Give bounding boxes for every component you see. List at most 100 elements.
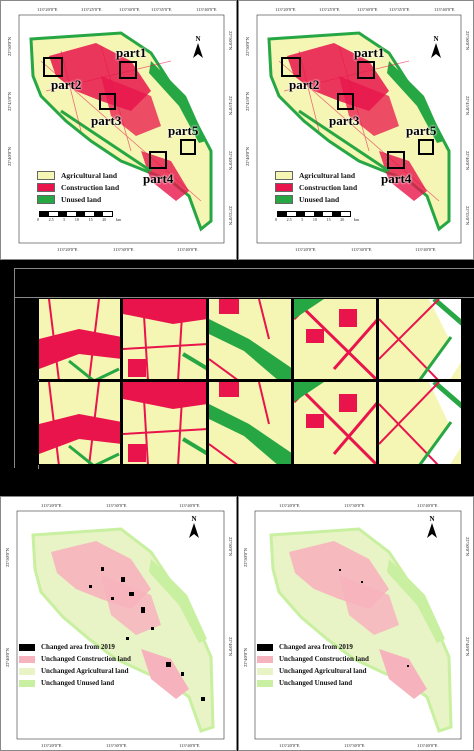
part4-label: part4: [381, 171, 412, 186]
bottom-coord-1: 113°20'0"E: [279, 743, 300, 748]
classification-map-left: 113°20'0"E 113°25'0"E 113°30'0"E 113°35'…: [0, 0, 237, 260]
scale-labels: 0 2.5 5 10 15 20 km: [37, 217, 121, 222]
top-coord-4: 113°35'0"E: [151, 7, 172, 12]
left-coord-3: 22°40'0"N: [245, 147, 250, 166]
unchanged-agricultural-swatch: [19, 667, 35, 675]
left-coord-2: 22°45'0"N: [7, 92, 12, 111]
legend-item-changed: Changed area from 2019: [257, 643, 369, 651]
part1-label: part1: [116, 45, 147, 60]
bottom-coord-3: 113°40'0"E: [417, 743, 438, 748]
map-canvas: [16, 510, 225, 740]
scale-bar: [277, 211, 351, 217]
part2-box: [43, 57, 63, 77]
top-coord-1: 113°20'0"E: [41, 503, 62, 508]
top-coord-5: 113°40'0"E: [196, 7, 217, 12]
change-legend: Changed area from 2019 Unchanged Constru…: [19, 643, 131, 691]
legend-label: Changed area from 2019: [41, 643, 115, 651]
agricultural-swatch: [37, 171, 55, 180]
legend-item-unchanged-construction: Unchanged Construction land: [257, 655, 369, 663]
top-coord-3: 113°40'0"E: [417, 503, 438, 508]
right-coord-2: 22°45'0"N: [228, 96, 233, 115]
legend-label: Unchanged Agricultural land: [41, 667, 129, 675]
zoom-part4-row2: [293, 381, 377, 465]
north-arrow-icon: N: [187, 515, 201, 539]
part4-box: [387, 151, 405, 169]
top-coord-5: 113°40'0"E: [434, 7, 455, 12]
part4-label: part4: [143, 171, 174, 186]
scale-bar: [39, 211, 113, 217]
bottom-coord-1: 113°20'0"E: [295, 247, 316, 252]
changed-swatch: [19, 643, 35, 651]
bottom-coord-1: 113°20'0"E: [41, 743, 62, 748]
bottom-coord-2: 113°30'0"E: [106, 743, 127, 748]
part4-box: [149, 151, 167, 169]
top-coord-4: 113°35'0"E: [389, 7, 410, 12]
scale-label: km: [115, 217, 121, 222]
north-label: N: [195, 35, 201, 43]
part3-box: [99, 93, 116, 110]
top-coord-2: 113°30'0"E: [106, 503, 127, 508]
bottom-coord-3: 113°40'0"E: [177, 247, 198, 252]
scale-label: 10: [312, 217, 317, 222]
zoom-part2-row1: [122, 298, 207, 380]
part5-box: [180, 139, 196, 155]
scale-label: 20: [102, 217, 107, 222]
map-canvas: [254, 510, 462, 740]
part5-label: part5: [406, 123, 437, 138]
left-coord-3: 22°40'0"N: [7, 147, 12, 166]
legend-item-changed: Changed area from 2019: [19, 643, 131, 651]
top-coord-1: 113°20'0"E: [275, 7, 296, 12]
part3-box: [337, 93, 354, 110]
legend-label: Unchanged Construction land: [279, 655, 369, 663]
legend-item-agricultural: Agricultural land: [37, 171, 119, 180]
right-coord-1: 22°50'0"N: [465, 537, 470, 556]
zoom-part1-row1: [38, 298, 121, 380]
map-canvas: [18, 14, 225, 244]
legend-label: Agricultural land: [299, 171, 356, 180]
part1-box: [357, 61, 375, 79]
right-coord-4: 22°35'0"N: [465, 206, 470, 225]
scale-labels: 0 2.5 5 10 15 20 km: [275, 217, 359, 222]
scale-label: 0: [37, 217, 39, 222]
construction-swatch: [275, 183, 293, 192]
right-coord-1: 22°50'0"N: [228, 31, 233, 50]
scale-label: 5: [301, 217, 304, 222]
scale-label: km: [353, 217, 359, 222]
zoom-part4-row1: [293, 298, 377, 380]
unchanged-construction-swatch: [19, 655, 35, 663]
top-coord-1: 113°20'0"E: [279, 503, 300, 508]
construction-swatch: [37, 183, 55, 192]
scale-label: 15: [326, 217, 331, 222]
unchanged-unused-swatch: [257, 679, 273, 687]
north-label: N: [433, 35, 439, 43]
top-coord-3: 113°40'0"E: [179, 503, 200, 508]
bottom-coord-3: 113°40'0"E: [415, 247, 436, 252]
legend-item-unchanged-unused: Unchanged Unused land: [19, 679, 131, 687]
top-coord-3: 113°30'0"E: [357, 7, 378, 12]
legend-label: Agricultural land: [61, 171, 118, 180]
right-coord-4: 22°35'0"N: [228, 206, 233, 225]
legend-item-unused: Unused land: [275, 195, 357, 204]
right-coord-2: 22°45'0"N: [465, 96, 470, 115]
right-coord-3: 22°40'0"N: [228, 151, 233, 170]
unchanged-construction-swatch: [257, 655, 273, 663]
top-coord-2: 113°30'0"E: [344, 503, 365, 508]
agricultural-swatch: [275, 171, 293, 180]
north-arrow-icon: N: [191, 35, 205, 59]
north-label: N: [191, 515, 197, 523]
legend-item-unchanged-agricultural: Unchanged Agricultural land: [19, 667, 131, 675]
scale-label: 2.5: [48, 217, 54, 222]
change-map-right: 113°20'0"E 113°30'0"E 113°40'0"E 22°50'0…: [238, 496, 474, 751]
right-coord-2: 22°40'0"N: [465, 637, 470, 656]
map-legend: Agricultural land Construction land Unus…: [275, 171, 357, 207]
left-coord-1: 22°50'0"N: [245, 37, 250, 56]
scale-label: 5: [63, 217, 66, 222]
part2-box: [281, 57, 301, 77]
part5-label: part5: [168, 123, 199, 138]
legend-item-unchanged-unused: Unchanged Unused land: [257, 679, 369, 687]
legend-label: Unchanged Agricultural land: [279, 667, 367, 675]
part1-label: part1: [354, 45, 385, 60]
unchanged-unused-swatch: [19, 679, 35, 687]
legend-item-unchanged-agricultural: Unchanged Agricultural land: [257, 667, 369, 675]
part2-label: part2: [51, 77, 82, 92]
